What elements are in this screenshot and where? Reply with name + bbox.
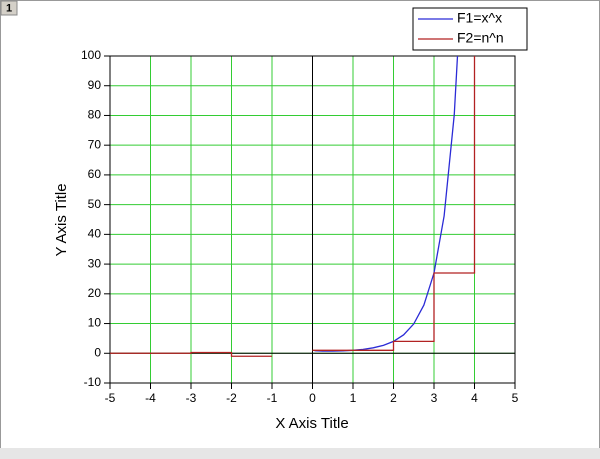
- tab[interactable]: [0, 0, 18, 16]
- x-tick-label: 0: [309, 391, 316, 405]
- legend-box: [412, 7, 528, 51]
- y-tick-label: 90: [88, 78, 102, 92]
- y-tick-label: 50: [88, 197, 102, 211]
- legend-label: F2=n^n: [457, 30, 504, 46]
- y-axis-title: Y Axis Title: [53, 183, 70, 256]
- x-tick-label: -2: [226, 391, 237, 405]
- x-tick-label: 4: [471, 391, 478, 405]
- status-strip: [0, 448, 600, 459]
- y-tick-label: 70: [88, 137, 102, 151]
- x-tick-label: 2: [390, 391, 397, 405]
- plot-clip: [110, 56, 476, 357]
- x-tick-label: 3: [431, 391, 438, 405]
- y-tick-label: 30: [88, 256, 102, 270]
- legend-label: F1=x^x: [457, 10, 502, 26]
- x-tick-label: -5: [105, 391, 116, 405]
- x-tick-label: 5: [512, 391, 519, 405]
- series-line: [110, 56, 476, 357]
- tab-label: 1: [6, 2, 12, 14]
- plot-frame: [109, 55, 516, 384]
- x-tick-label: 1: [350, 391, 357, 405]
- x-axis-title: X Axis Title: [275, 415, 348, 432]
- series-line: [314, 56, 459, 352]
- x-tick-label: -3: [186, 391, 197, 405]
- x-tick-label: -4: [145, 391, 156, 405]
- y-tick-label: -10: [84, 375, 102, 389]
- y-tick-label: 20: [88, 286, 102, 300]
- y-tick-label: 60: [88, 167, 102, 181]
- y-tick-label: 40: [88, 227, 102, 241]
- y-tick-label: 100: [81, 48, 101, 62]
- y-tick-label: 80: [88, 108, 102, 122]
- y-tick-label: 10: [88, 316, 102, 330]
- x-tick-label: -1: [267, 391, 278, 405]
- y-tick-label: 0: [94, 345, 101, 359]
